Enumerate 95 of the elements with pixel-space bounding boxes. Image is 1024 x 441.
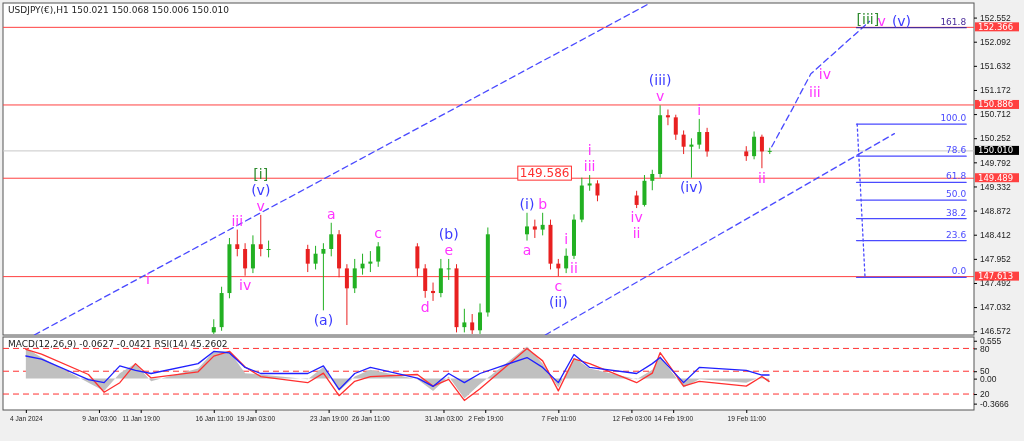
annotation: c [374, 225, 383, 242]
candlestick [752, 131, 757, 160]
candlestick [697, 118, 702, 150]
annotation: d [420, 299, 430, 316]
candlestick [564, 247, 569, 274]
annotation: 38.2 [946, 207, 967, 218]
annotation: (v) [891, 13, 912, 30]
y-tick-label: 150.252 [980, 133, 1011, 144]
annotation: iii [583, 158, 596, 175]
y-tick-label: 148.872 [980, 205, 1011, 216]
chart-title: USDJPY(€),H1 150.021 150.068 150.006 150.010 [8, 5, 230, 15]
y-tick-label: 80 [980, 343, 990, 354]
annotation: i [564, 231, 569, 248]
candlestick [525, 212, 529, 242]
annotation: v [877, 13, 886, 30]
annotation: 161.8 [940, 16, 967, 27]
candlestick [705, 127, 710, 158]
annotation: i [146, 270, 150, 287]
annotation: v [256, 197, 265, 214]
candlestick [446, 258, 451, 281]
annotation: 23.6 [946, 229, 967, 240]
annotation: i [697, 101, 702, 118]
line-series [25, 350, 770, 391]
y-tick-label: 151.172 [980, 85, 1011, 96]
annotation: 100.0 [940, 113, 967, 124]
annotation: 0.0 [951, 266, 967, 277]
candlestick [305, 244, 310, 273]
y2-tick-label: -0.3666 [980, 398, 1010, 409]
annotation: 50.0 [946, 189, 967, 200]
candlestick [313, 245, 318, 270]
candlestick [681, 129, 686, 155]
candlestick [258, 214, 263, 257]
candlestick [462, 308, 467, 333]
y2-tick-label: 0.555 [980, 335, 1002, 346]
y-tick-label: 149.332 [980, 181, 1011, 192]
y-tick-label: 151.632 [980, 61, 1011, 72]
candlestick [344, 263, 349, 326]
annotation: (ii) [548, 293, 568, 310]
candlestick [689, 137, 694, 179]
chart-title: MACD(12,26,9) -0.0627 -0.0421 RSI(14) 45.2602 [8, 339, 228, 349]
candlestick [329, 222, 334, 257]
candlestick [759, 134, 764, 169]
annotation: (a) [313, 311, 334, 328]
annotation: a [522, 242, 532, 258]
y-tick-label: 147.952 [980, 254, 1011, 265]
annotation: a [326, 205, 336, 222]
annotation: v [655, 88, 665, 105]
annotation: ii [570, 260, 578, 277]
annotation: iv [630, 209, 643, 226]
annotation: i [587, 142, 592, 159]
y-tick-label: 150.712 [980, 109, 1011, 120]
y-tick-label: 152.092 [980, 36, 1011, 47]
candlestick [376, 241, 381, 268]
candlestick [470, 313, 475, 335]
annotation: (iii) [648, 72, 672, 89]
ref-line-label: 150.886 [978, 99, 1014, 110]
ref-line-label: 149.489 [978, 172, 1014, 183]
ref-line-label: 152.366 [978, 21, 1014, 32]
candlestick [321, 242, 326, 311]
y-tick-label: 152.552 [980, 12, 1011, 23]
annotation: (iv) [679, 179, 703, 196]
candlestick [368, 250, 373, 273]
annotation: iii [231, 212, 244, 229]
annotation: b [538, 195, 548, 212]
candlestick [415, 242, 420, 277]
annotation: c [554, 277, 563, 294]
annotation: (b) [438, 225, 459, 242]
annotation: 78.6 [946, 145, 967, 156]
candlestick [595, 179, 600, 202]
annotation: e [444, 241, 454, 258]
annotation: iv [239, 277, 252, 294]
candlestick [540, 212, 545, 236]
y-tick-label: 146.572 [980, 326, 1011, 337]
ref-line-label: 150.010 [978, 145, 1014, 156]
candlestick [431, 282, 436, 302]
y-tick-label: 148.412 [980, 229, 1011, 240]
annotation: [i] [253, 165, 269, 182]
annotation: iii [809, 84, 821, 101]
y-tick-label: 149.792 [980, 157, 1011, 168]
annotation: ii [632, 225, 641, 242]
candlestick [673, 114, 678, 141]
candlestick [243, 242, 248, 277]
candlestick [478, 303, 483, 335]
candlestick [352, 258, 357, 294]
candlestick [665, 108, 670, 126]
annotation: (v) [251, 181, 271, 198]
y-tick-label: 147.032 [980, 302, 1011, 313]
annotation: (i) [519, 195, 535, 212]
candlestick [235, 229, 240, 257]
annotation: iv [818, 65, 832, 82]
candlestick [423, 263, 428, 299]
y-tick-label: 20 [980, 389, 990, 400]
candlestick [650, 169, 655, 191]
candlestick [532, 219, 537, 239]
annotation: 149.586 [519, 166, 570, 181]
